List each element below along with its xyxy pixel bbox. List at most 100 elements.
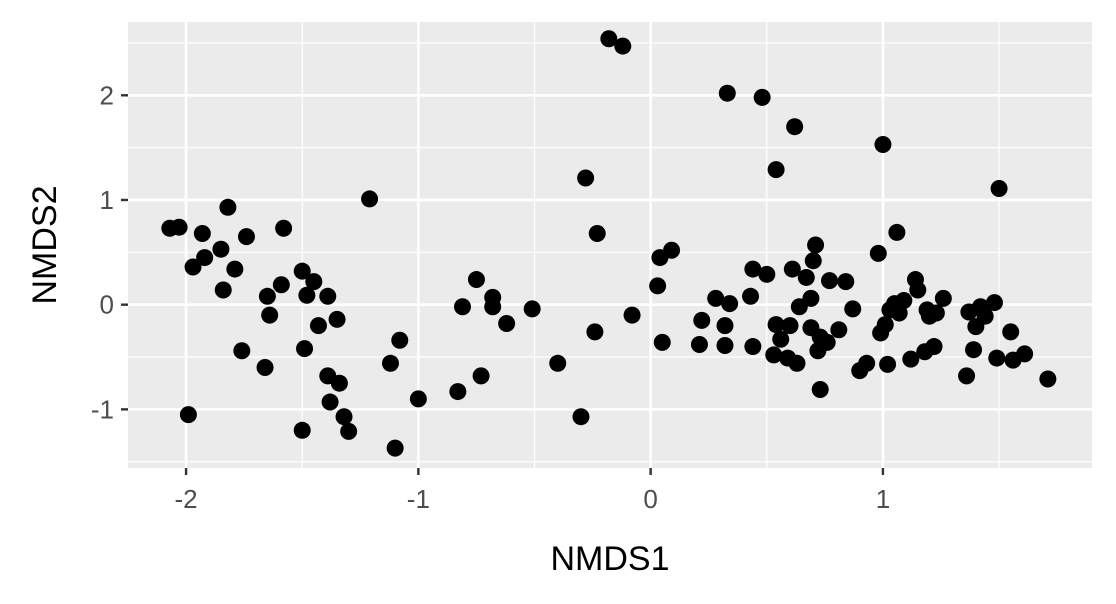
data-point <box>170 218 188 236</box>
data-point <box>484 298 502 316</box>
data-point <box>1016 345 1034 363</box>
data-point <box>821 272 839 290</box>
data-point <box>804 252 822 270</box>
data-point <box>275 219 293 237</box>
x-tick-label: -2 <box>175 484 198 514</box>
data-point <box>572 408 590 426</box>
data-point <box>321 393 339 411</box>
data-point <box>876 316 894 334</box>
data-point <box>909 281 927 299</box>
data-point <box>293 421 311 439</box>
data-point <box>588 224 606 242</box>
data-point <box>233 342 251 360</box>
data-point <box>409 390 427 408</box>
data-point <box>783 260 801 278</box>
data-point <box>305 273 323 291</box>
data-point <box>309 317 327 335</box>
data-point <box>990 179 1008 197</box>
y-tick-label: 0 <box>100 290 114 320</box>
data-point <box>193 224 211 242</box>
data-point <box>212 240 230 258</box>
data-point <box>744 260 762 278</box>
data-point <box>549 354 567 372</box>
data-point <box>985 294 1003 312</box>
data-point <box>361 190 379 208</box>
data-point <box>772 330 790 348</box>
data-point <box>888 223 906 241</box>
x-axis-ticks: -2 -1 0 1 <box>175 468 890 514</box>
data-point <box>381 354 399 372</box>
data-point <box>721 295 739 313</box>
data-point <box>753 88 771 106</box>
data-point <box>296 340 314 358</box>
data-point <box>934 289 952 307</box>
data-point <box>330 374 348 392</box>
data-point <box>781 317 799 335</box>
data-point <box>767 316 785 334</box>
data-point <box>453 298 471 316</box>
data-point <box>858 354 876 372</box>
data-point <box>261 306 279 324</box>
data-point <box>718 84 736 102</box>
data-point <box>869 244 887 262</box>
data-point <box>925 338 943 356</box>
plot-panel <box>128 22 1092 468</box>
data-point <box>319 287 337 305</box>
data-point <box>293 262 311 280</box>
data-point <box>391 331 409 349</box>
data-point <box>958 367 976 385</box>
data-point <box>895 291 913 309</box>
data-point <box>256 358 274 376</box>
data-point <box>807 236 825 254</box>
y-tick-label: 1 <box>100 185 114 215</box>
data-point <box>811 380 829 398</box>
data-point <box>184 258 202 276</box>
y-tick-label: -1 <box>91 394 114 424</box>
data-point <box>758 265 776 283</box>
data-point <box>472 367 490 385</box>
y-axis-ticks: -1 0 1 2 <box>91 80 128 424</box>
data-points <box>161 30 1057 457</box>
data-point <box>902 350 920 368</box>
data-point <box>272 276 290 294</box>
data-point <box>693 311 711 329</box>
data-point <box>830 321 848 339</box>
data-point <box>237 228 255 246</box>
y-tick-label: 2 <box>100 80 114 110</box>
data-point <box>716 337 734 355</box>
data-point <box>649 277 667 295</box>
data-point <box>663 241 681 259</box>
y-axis-title: NMDS2 <box>26 185 64 304</box>
data-point <box>219 198 237 216</box>
data-point <box>467 271 485 289</box>
data-point <box>879 355 897 373</box>
data-point <box>765 346 783 364</box>
data-point <box>742 287 760 305</box>
data-point <box>965 341 983 359</box>
data-point <box>586 323 604 341</box>
data-point <box>818 333 836 351</box>
data-point <box>786 118 804 136</box>
data-point <box>767 161 785 179</box>
data-point <box>653 333 671 351</box>
data-point <box>716 317 734 335</box>
data-point <box>802 289 820 307</box>
data-point <box>744 338 762 356</box>
data-point <box>844 300 862 318</box>
data-point <box>707 289 725 307</box>
data-point <box>577 169 595 187</box>
x-tick-label: 1 <box>876 484 890 514</box>
x-axis-title: NMDS1 <box>550 540 669 578</box>
data-point <box>449 383 467 401</box>
data-point <box>498 315 516 333</box>
data-point <box>226 260 244 278</box>
data-point <box>623 306 641 324</box>
data-point <box>328 310 346 328</box>
data-point <box>614 37 632 55</box>
data-point <box>988 349 1006 367</box>
data-point <box>600 30 618 48</box>
data-point <box>690 335 708 353</box>
data-point <box>340 422 358 440</box>
data-point <box>214 281 232 299</box>
